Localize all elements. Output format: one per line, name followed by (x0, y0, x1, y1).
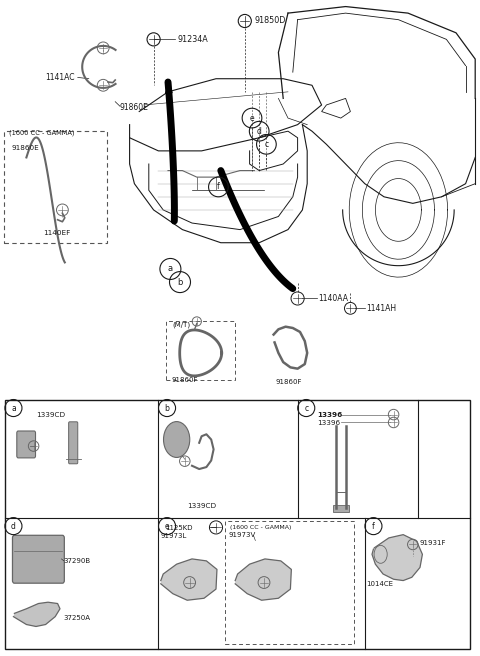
Text: e: e (250, 113, 254, 123)
Text: f: f (217, 182, 220, 192)
FancyBboxPatch shape (17, 431, 36, 458)
Polygon shape (235, 559, 291, 600)
Bar (5, 400, 470, 649)
Polygon shape (161, 559, 217, 600)
Text: 1141AH: 1141AH (366, 304, 396, 313)
Circle shape (164, 422, 190, 457)
Text: 91850D: 91850D (254, 16, 286, 26)
Text: 13396: 13396 (317, 412, 342, 419)
Bar (4, 131, 107, 243)
FancyBboxPatch shape (12, 535, 64, 583)
Text: 1140AA: 1140AA (318, 294, 348, 303)
Bar (333, 505, 349, 512)
Text: (1600 CC - GAMMA): (1600 CC - GAMMA) (230, 525, 292, 530)
Text: (M/T): (M/T) (173, 321, 191, 328)
Text: a: a (168, 264, 173, 274)
Text: 91860F: 91860F (276, 379, 302, 385)
Polygon shape (372, 535, 422, 581)
Text: b: b (177, 277, 183, 287)
Text: 1141AC: 1141AC (46, 73, 75, 82)
Text: (1600 CC - GAMMA): (1600 CC - GAMMA) (9, 130, 74, 136)
Text: 1339CD: 1339CD (187, 503, 216, 510)
Text: b: b (165, 403, 169, 413)
Text: f: f (372, 522, 375, 531)
FancyBboxPatch shape (69, 422, 78, 464)
Text: d: d (257, 127, 262, 136)
Text: 91973L: 91973L (161, 533, 187, 539)
Text: 1014CE: 1014CE (366, 581, 393, 587)
Text: 91860F: 91860F (172, 377, 198, 384)
Text: a: a (11, 403, 16, 413)
Text: 91860E: 91860E (120, 103, 149, 112)
Text: 1339CD: 1339CD (36, 411, 65, 418)
Text: e: e (165, 522, 169, 531)
Text: c: c (304, 403, 308, 413)
Text: 1140EF: 1140EF (43, 230, 71, 236)
Text: 37290B: 37290B (64, 558, 91, 564)
Text: 91860E: 91860E (12, 145, 40, 152)
Text: 91973V: 91973V (228, 532, 256, 539)
Text: d: d (11, 522, 16, 531)
Text: 91931F: 91931F (419, 540, 445, 546)
Bar (225, 521, 354, 644)
Text: 13396: 13396 (317, 420, 340, 426)
Bar (166, 321, 235, 380)
Polygon shape (13, 602, 60, 626)
Text: 91234A: 91234A (178, 35, 208, 44)
Text: 1125KD: 1125KD (166, 525, 193, 531)
Text: 37250A: 37250A (64, 615, 91, 621)
Text: c: c (264, 140, 268, 149)
